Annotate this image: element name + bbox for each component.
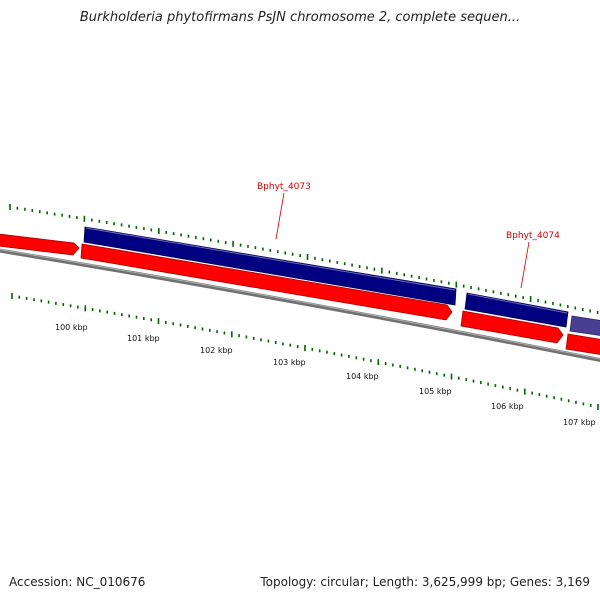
forward-gene-bar[interactable] — [569, 315, 600, 337]
scale-label-101kbp: 101 kbp — [127, 334, 160, 343]
reverse-gene-arrow[interactable] — [0, 233, 80, 256]
summary-label: Topology: circular; Length: 3,625,999 bp… — [260, 575, 590, 589]
scale-label-107kbp: 107 kbp — [563, 418, 596, 427]
forward-gene-bar[interactable] — [83, 226, 457, 306]
gene-label-group: Bphyt_4073 Bphyt_4074 — [257, 182, 560, 289]
reverse-gene-arrow[interactable] — [565, 333, 600, 356]
gene-label-bphyt-4073[interactable]: Bphyt_4073 — [257, 182, 311, 192]
reverse-gene-arrow[interactable] — [460, 310, 564, 344]
scale-label-100kbp: 100 kbp — [55, 323, 88, 332]
accession-label: Accession: NC_010676 — [9, 575, 146, 589]
map-title: Burkholderia phytofirmans PsJN chromosom… — [79, 10, 521, 25]
lower-tick-marks — [11, 293, 599, 410]
forward-gene-bar[interactable] — [464, 292, 569, 328]
scale-label-106kbp: 106 kbp — [491, 402, 524, 411]
scale-labels: 100 kbp 101 kbp 102 kbp 103 kbp 104 kbp … — [55, 323, 596, 427]
genome-backbone — [0, 248, 600, 363]
gene-label-bphyt-4074[interactable]: Bphyt_4074 — [506, 231, 560, 241]
scale-label-104kbp: 104 kbp — [346, 372, 379, 381]
scale-label-102kbp: 102 kbp — [200, 346, 233, 355]
scale-label-103kbp: 103 kbp — [273, 358, 306, 367]
upper-tick-marks — [9, 204, 599, 314]
scale-label-105kbp: 105 kbp — [419, 387, 452, 396]
reverse-gene-arrow[interactable] — [80, 243, 453, 321]
